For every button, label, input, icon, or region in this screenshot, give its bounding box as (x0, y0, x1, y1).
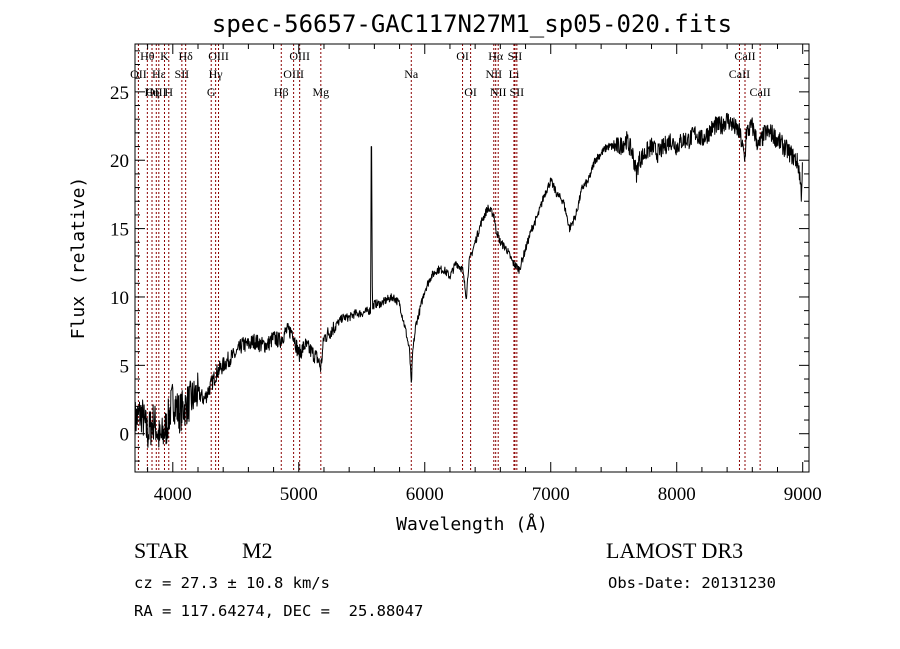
spectral-line-label: CaII (734, 49, 755, 63)
spectral-line-label: Mg (312, 85, 329, 99)
y-tick-label: 0 (120, 425, 130, 446)
spectral-line-label: Hη (145, 85, 160, 99)
spectral-line-label: K (160, 49, 169, 63)
spectral-line-label: Hβ (274, 85, 289, 99)
redshift-velocity: cz = 27.3 ± 10.8 km/s (134, 574, 330, 592)
y-axis-label: Flux (relative) (68, 177, 89, 340)
spectral-line-label: Li (509, 67, 520, 81)
x-tick-label: 7000 (532, 484, 570, 505)
coordinates: RA = 117.64274, DEC = 25.88047 (134, 602, 424, 620)
observation-date: Obs-Date: 20131230 (608, 574, 776, 592)
chart-title: spec-56657-GAC117N27M1_sp05-020.fits (212, 10, 732, 38)
y-tick-label: 25 (110, 83, 129, 104)
spectral-line-label: Hε (152, 67, 166, 81)
x-tick-label: 9000 (784, 484, 822, 505)
axes (134, 43, 810, 473)
spectral-line-label: OIII (283, 67, 304, 81)
spectral-line-label: NII (490, 85, 507, 99)
spectrum-line (134, 112, 803, 448)
object-subclass: M2 (242, 538, 273, 563)
spectral-line-label: CaII (749, 85, 770, 99)
spectral-line-labels: Hθ OII OIII K Hε Hη H Hδ SII OIII Hγ G OIII OIII Hβ Mg N… (130, 49, 771, 99)
spectral-line-label: Hα (488, 49, 504, 63)
x-tick-label: 5000 (280, 484, 318, 505)
spectral-line-label: OII (130, 67, 147, 81)
x-tick-label: 4000 (154, 484, 192, 505)
spectral-line-label: G (207, 85, 216, 99)
spectral-line-label: SII (175, 67, 190, 81)
spectral-line-label: H (164, 85, 173, 99)
spectral-line-label: SII (508, 49, 523, 63)
spectrum-layer (134, 112, 803, 448)
spectral-line-label: OI (464, 85, 477, 99)
spectral-line-label: OI (456, 49, 469, 63)
spectral-line-label: Hδ (178, 49, 193, 63)
spectral-line-label: Na (404, 67, 419, 81)
spectral-line-label: NII (485, 67, 502, 81)
plot-frame (134, 43, 810, 473)
x-tick-label: 6000 (406, 484, 444, 505)
spectral-line-label: Hθ (140, 49, 155, 63)
x-axis-label: Wavelength (Å) (396, 513, 548, 535)
survey-name: LAMOST DR3 (606, 538, 744, 563)
spectral-line-label: OIII (208, 49, 229, 63)
y-tick-label: 10 (110, 288, 129, 309)
spectral-line-markers (137, 44, 761, 472)
axis-ticks: 4000 5000 6000 7000 8000 9000 0 5 10 15 20 25 (110, 44, 822, 505)
spectral-line-label: Hγ (209, 67, 224, 81)
object-class: STAR (134, 538, 189, 563)
x-tick-label: 8000 (658, 484, 696, 505)
y-tick-label: 5 (120, 356, 130, 377)
y-tick-label: 15 (110, 220, 129, 241)
y-tick-label: 20 (110, 151, 129, 172)
spectral-line-label: CaII (729, 67, 750, 81)
spectral-line-label: OIII (146, 85, 167, 99)
spectral-line-label: OIII (289, 49, 310, 63)
spectral-line-label: SII (510, 85, 525, 99)
